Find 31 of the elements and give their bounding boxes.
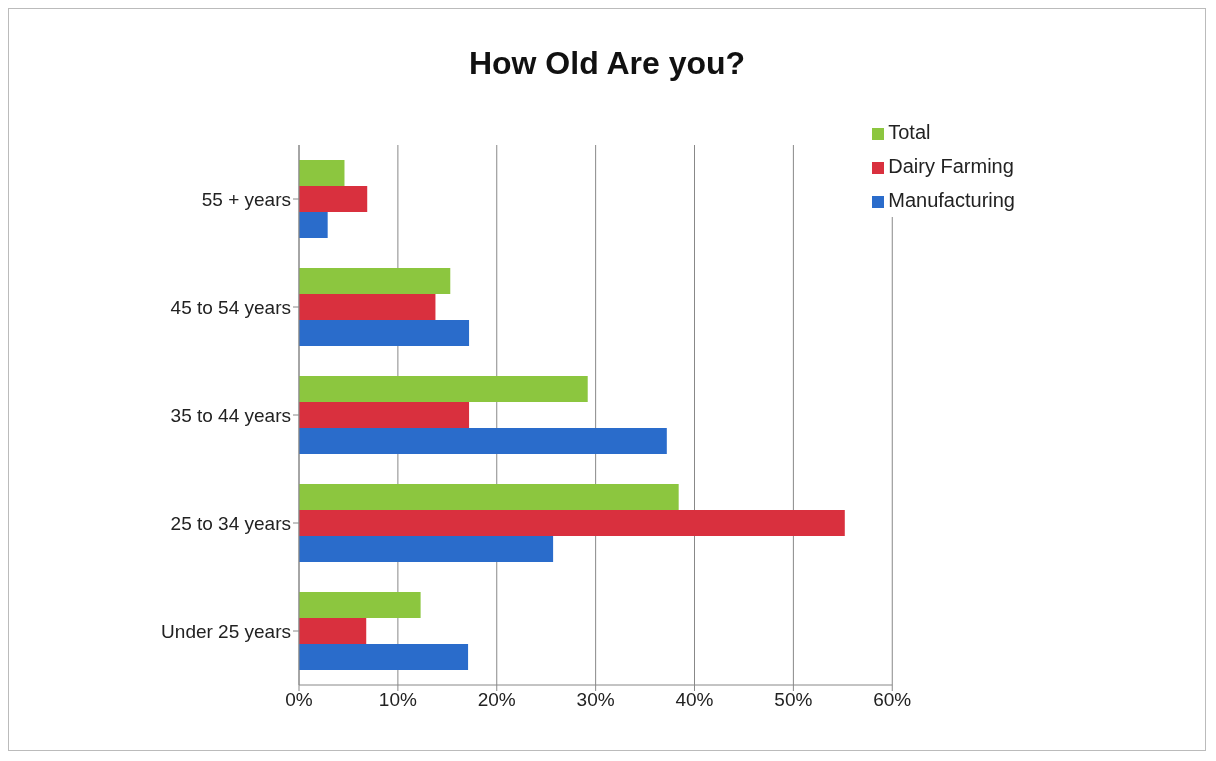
- bar: [299, 294, 436, 321]
- bar: [299, 402, 470, 429]
- x-tick-label: 60%: [873, 689, 912, 711]
- y-tick-label: 45 to 54 years: [170, 296, 291, 318]
- x-tick-label: 0%: [285, 689, 313, 711]
- x-tick-label: 50%: [774, 689, 813, 711]
- bar: [299, 428, 667, 455]
- y-tick-label: 35 to 44 years: [170, 404, 291, 426]
- x-tick-label: 40%: [675, 689, 714, 711]
- chart-title: How Old Are you?: [467, 44, 747, 83]
- legend-label: Manufacturing: [888, 189, 1015, 211]
- bar: [299, 160, 345, 187]
- bar: [299, 592, 421, 619]
- bar: [299, 186, 368, 213]
- bar: [299, 644, 469, 671]
- bar: [299, 268, 451, 295]
- bar: [299, 212, 328, 239]
- y-tick-label: 55 + years: [201, 188, 291, 210]
- bar: [299, 510, 845, 537]
- y-tick-label: 25 to 34 years: [170, 512, 291, 534]
- x-tick-label: 30%: [576, 689, 615, 711]
- bar: [299, 618, 367, 645]
- bar: [299, 484, 679, 511]
- legend-label: Dairy Farming: [888, 155, 1014, 177]
- bar: [299, 536, 554, 563]
- y-tick-label: Under 25 years: [161, 620, 291, 642]
- legend-label: Total: [888, 121, 931, 143]
- bar: [299, 376, 588, 403]
- bar: [299, 320, 470, 347]
- x-tick-label: 20%: [477, 689, 516, 711]
- x-tick-label: 10%: [378, 689, 417, 711]
